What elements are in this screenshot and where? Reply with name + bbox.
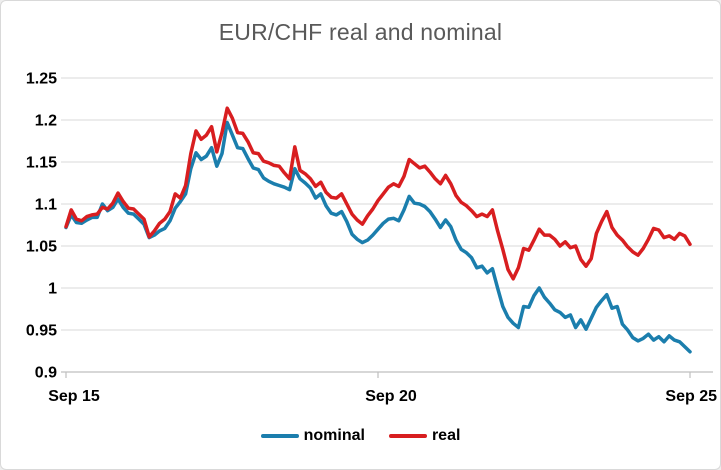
nominal-line-swatch [260, 433, 299, 439]
x-tick-label: Sep 25 [665, 388, 717, 405]
legend-label-nominal: nominal [303, 427, 365, 444]
y-tick-label: 0.9 [35, 365, 57, 382]
legend: nominal real [1, 428, 720, 444]
nominal-line [64, 120, 692, 354]
x-tick-label: Sep 20 [365, 388, 417, 405]
legend-item-real: real [388, 427, 461, 444]
y-tick-label: 1.25 [26, 71, 57, 88]
y-tick-label: 1.1 [35, 197, 57, 214]
y-tick-label: 0.95 [26, 323, 57, 340]
y-tick-label: 1 [48, 281, 57, 298]
real-line [64, 106, 692, 281]
chart-title: EUR/CHF real and nominal [218, 19, 503, 45]
real-line-swatch [388, 433, 427, 439]
y-tick-label: 1.05 [26, 239, 57, 256]
x-tick-label: Sep 15 [48, 388, 100, 405]
legend-item-nominal: nominal [260, 427, 365, 444]
y-tick-label: 1.15 [26, 155, 57, 172]
y-tick-label: 1.2 [35, 113, 57, 130]
legend-label-real: real [431, 427, 461, 444]
